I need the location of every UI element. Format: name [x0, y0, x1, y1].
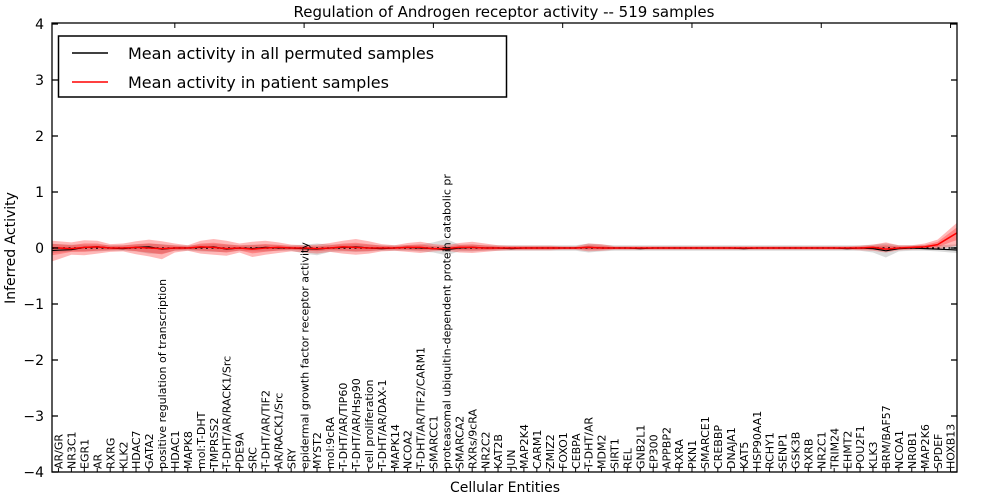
x-tick-label: SIRT1: [609, 438, 622, 469]
x-tick-label: NR2C2: [479, 431, 492, 469]
y-tick-label: −4: [23, 465, 44, 481]
x-tick-label: epidermal growth factor receptor activit…: [298, 242, 311, 469]
patient-spread-band-inner: [52, 227, 957, 256]
x-tick-label: HDAC7: [130, 430, 143, 469]
x-tick-label: SRC: [247, 447, 260, 469]
x-tick-label: AR/RACK1/Src: [272, 393, 285, 469]
x-tick-label: TRIM24: [828, 428, 841, 470]
x-tick-label: RXRs/9cRA: [466, 408, 479, 469]
x-tick-label: T-DHT/AR/TIF2/CARM1: [415, 347, 428, 470]
x-tick-label: MDM2: [596, 435, 609, 469]
x-tick-label: T-DHT/AR/Hsp90: [350, 378, 363, 470]
x-tick-label: NR0B1: [906, 432, 919, 469]
x-tick-label: MYST2: [311, 432, 324, 469]
x-tick-label: AR/GR: [53, 434, 66, 469]
x-tick-label: RXRG: [104, 438, 117, 469]
x-tick-label: T-DHT/AR/TIF2: [260, 390, 273, 470]
x-tick-label: T-DHT/AR/TIP60: [337, 383, 350, 470]
x-tick-label: GATA2: [143, 433, 156, 469]
x-tick-label: NCOA2: [402, 430, 415, 469]
x-tick-label: GSK3B: [790, 432, 803, 469]
chart-title: Regulation of Androgen receptor activity…: [294, 3, 715, 21]
y-tick-label: 3: [35, 73, 44, 89]
x-tick-label: CARM1: [531, 430, 544, 469]
x-tick-label: EP300: [647, 434, 660, 469]
x-tick-label: NR3C1: [66, 431, 79, 469]
x-tick-label: T-DHT/AR: [583, 417, 596, 470]
x-tick-label: SMARCC1: [428, 416, 441, 469]
x-tick-label: TMPRSS2: [208, 418, 221, 470]
x-tick-labels: AR/GR NR3C1 EGR1 AR RXRG KLK2 HDAC7 GATA2 positi…: [53, 174, 958, 470]
x-tick-label: EHMT2: [841, 431, 854, 469]
x-tick-label: HDAC1: [169, 430, 182, 469]
y-tick-label: 0: [35, 241, 44, 257]
x-tick-label: PDE9A: [234, 432, 247, 469]
x-tick-label: KAT2B: [492, 434, 505, 469]
x-tick-label: KLK2: [117, 441, 130, 469]
x-tick-label: RXRA: [673, 439, 686, 469]
x-tick-label: APPBP2: [660, 427, 673, 469]
x-tick-label: MAP2K4: [518, 424, 531, 469]
confidence-bands: [52, 222, 957, 262]
x-tick-label: MAPK8: [182, 431, 195, 469]
patient-spread-band-outer: [52, 222, 957, 262]
x-tick-label: JUN: [505, 449, 518, 470]
y-tick-label: −1: [23, 297, 44, 313]
x-tick-label: T-DHT/AR/DAX-1: [376, 380, 389, 470]
x-tick-label: RCHY1: [764, 432, 777, 469]
x-tick-label: MAP2K6: [919, 424, 932, 469]
x-tick-label: SRY: [285, 448, 298, 469]
legend-label-patient: Mean activity in patient samples: [128, 73, 389, 92]
legend: Mean activity in all permuted samples Me…: [57, 35, 508, 98]
x-tick-label: HSP90AA1: [751, 411, 764, 469]
x-tick-label: KAT5: [738, 442, 751, 469]
x-tick-label: mol:9cRA: [324, 417, 337, 469]
x-tick-label: BRM/BAF57: [880, 405, 893, 469]
x-tick-label: NCOA1: [893, 430, 906, 469]
x-tick-label: POU2F1: [854, 425, 867, 469]
x-tick-label: HOXB13: [945, 424, 958, 469]
x-tick-label: DNAJA1: [725, 427, 738, 469]
x-tick-label: MAPK14: [389, 424, 402, 469]
mean-activity-lines: [51, 232, 958, 252]
x-tick-label: GNB2L1: [635, 425, 648, 469]
x-tick-label: CEBPA: [570, 433, 583, 469]
legend-label-permuted: Mean activity in all permuted samples: [128, 44, 434, 63]
x-tick-label: ZMIZ2: [544, 434, 557, 469]
x-tick-label: positive regulation of transcription: [156, 279, 169, 469]
x-tick-label: mol:T-DHT: [195, 411, 208, 469]
x-tick-label: NR2C1: [816, 431, 829, 469]
x-tick-label: AR: [92, 453, 105, 469]
x-tick-label: SMARCA2: [453, 416, 466, 469]
x-tick-label: SPDEF: [932, 434, 945, 469]
x-tick-label: T-DHT/AR/RACK1/Src: [221, 356, 234, 470]
x-tick-label: cell proliferation: [363, 379, 376, 469]
x-tick-label: SENP1: [777, 433, 790, 469]
x-tick-label: proteasomal ubiquitin-dependent protein …: [441, 174, 454, 469]
patient-mean-line: [51, 232, 958, 250]
axes-frame-and-ticks: −4 −3 −2 −1 0 1 2 3 4: [23, 17, 958, 481]
x-tick-label: CREBBP: [712, 425, 725, 469]
y-tick-label: 2: [35, 129, 44, 145]
x-tick-label: RXRB: [803, 439, 816, 469]
x-tick-label: REL: [622, 447, 635, 469]
y-tick-label: 1: [35, 185, 44, 201]
x-tick-label: FOXO1: [557, 432, 570, 469]
legend-box: [57, 35, 508, 98]
y-tick-label: −3: [23, 409, 44, 425]
y-tick-label: 4: [35, 17, 44, 33]
x-tick-label: EGR1: [79, 439, 92, 469]
x-tick-label: SMARCE1: [699, 416, 712, 469]
x-tick-label: KLK3: [867, 441, 880, 469]
y-tick-label: −2: [23, 353, 44, 369]
x-axis-label: Cellular Entities: [450, 480, 560, 496]
y-axis-label: Inferred Activity: [3, 192, 19, 304]
x-tick-label: PKN1: [686, 440, 699, 469]
